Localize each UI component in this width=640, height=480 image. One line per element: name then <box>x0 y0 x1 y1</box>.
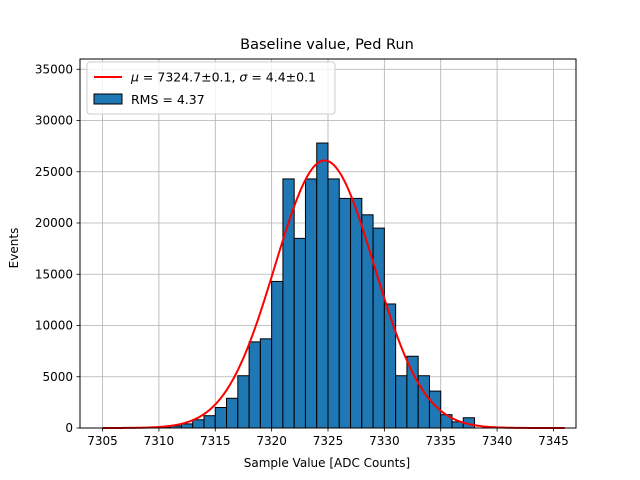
y-tick-label: 0 <box>65 421 73 435</box>
bars-layer <box>158 142 476 429</box>
legend-histogram-swatch <box>93 93 123 105</box>
histogram-bar <box>282 178 295 429</box>
histogram-bar <box>226 397 239 429</box>
histogram-bar <box>304 178 318 429</box>
chart-title: Baseline value, Ped Run <box>240 37 414 53</box>
histogram-bar <box>350 197 363 429</box>
histogram-bar <box>338 197 352 429</box>
x-tick-label: 7310 <box>144 434 175 448</box>
histogram-bar <box>372 227 385 429</box>
y-axis-label: Events <box>7 228 21 269</box>
y-tick-label: 25000 <box>35 165 73 179</box>
histogram-bar <box>203 415 216 429</box>
legend: μ = 7324.7±0.1, σ = 4.4±0.1 RMS = 4.37 <box>86 61 336 115</box>
gaussian-fit-line <box>102 159 565 429</box>
y-tick-label: 5000 <box>42 370 73 384</box>
x-tick-label: 7305 <box>87 434 118 448</box>
x-tick-label: 7345 <box>538 434 569 448</box>
histogram-bar <box>316 142 329 429</box>
legend-histogram-label: RMS = 4.37 <box>131 92 205 107</box>
x-tick-label: 7340 <box>482 434 513 448</box>
x-tick-label: 7325 <box>313 434 344 448</box>
x-tick-label: 7330 <box>369 434 400 448</box>
histogram-bar <box>259 338 273 429</box>
y-tick-label: 15000 <box>35 267 73 281</box>
legend-fit-label: μ = 7324.7±0.1, σ = 4.4±0.1 <box>130 70 316 85</box>
histogram-bar <box>327 178 340 429</box>
histogram-bar <box>180 423 194 429</box>
histogram-bar <box>248 341 261 429</box>
histogram-bar <box>214 407 228 429</box>
histogram-bar <box>293 237 306 429</box>
y-tick-label: 10000 <box>35 319 73 333</box>
fit-layer <box>102 159 565 429</box>
histogram-bar <box>192 419 205 429</box>
y-tick-label: 20000 <box>35 216 73 230</box>
legend-box <box>86 61 336 115</box>
histogram-bar <box>417 375 430 429</box>
ticks-layer: 7305 7310 7315 7320 7325 7330 7335 7340 7345 0 500… <box>35 62 569 448</box>
x-tick-label: 7320 <box>256 434 287 448</box>
x-tick-label: 7335 <box>425 434 456 448</box>
histogram-bar <box>406 355 419 429</box>
y-tick-label: 30000 <box>35 114 73 128</box>
histogram-bar <box>237 375 250 429</box>
y-tick-label: 35000 <box>35 62 73 76</box>
x-axis-label: Sample Value [ADC Counts] <box>244 456 410 470</box>
histogram-bar <box>383 303 397 429</box>
histogram-bar <box>395 375 408 429</box>
x-tick-label: 7315 <box>200 434 231 448</box>
histogram-bar <box>271 280 284 429</box>
